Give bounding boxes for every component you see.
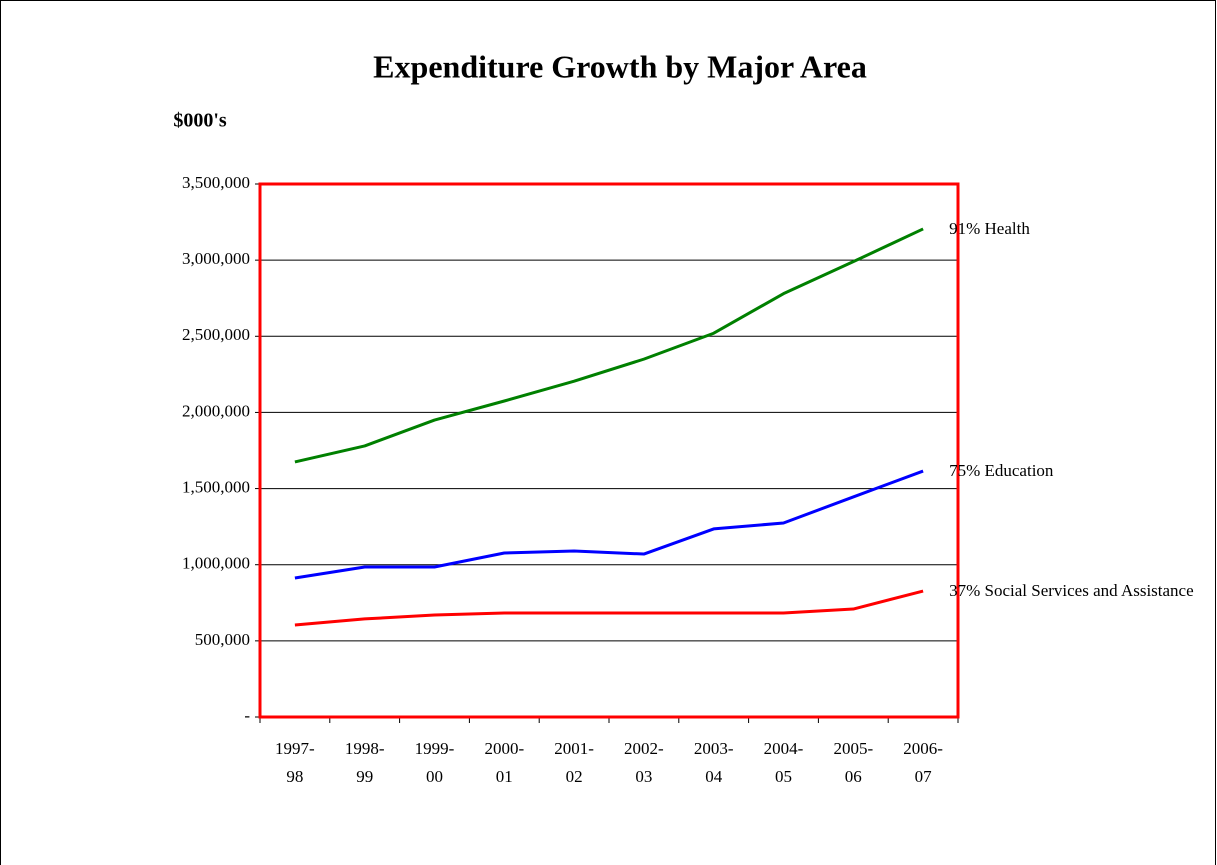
y-tick-label: 1,000,000 [182, 554, 250, 573]
x-tick-label: 1997-98 [275, 739, 315, 786]
y-tick-label: 2,000,000 [182, 401, 250, 420]
series-line [294, 589, 924, 627]
y-tick-label: 500,000 [195, 630, 250, 649]
series-label: 75% Education [949, 461, 1054, 481]
x-tick-label: 2003-04 [693, 739, 734, 786]
y-axis-label: $000's [173, 110, 227, 132]
x-tick-label: 2005-06 [833, 739, 874, 786]
x-tick-label: 2002-03 [624, 739, 664, 786]
y-tick-label: 2,500,000 [182, 325, 250, 344]
x-tick-label: 1998-99 [344, 739, 385, 786]
series-line [294, 469, 924, 580]
x-tick-label: 1999-00 [414, 739, 455, 786]
y-tick-label: 3,500,000 [182, 173, 250, 192]
y-tick-label: - [244, 706, 250, 725]
plot-area [258, 182, 960, 719]
series-line [294, 227, 924, 464]
chart-title: Expenditure Growth by Major Area [373, 48, 867, 84]
x-tick-label: 2001-02 [554, 739, 594, 786]
series-label: 37% Social Services and Assistance [949, 581, 1194, 601]
x-tick-label: 2004-05 [763, 739, 804, 786]
series-label: 91% Health [949, 218, 1030, 238]
x-tick-label: 2006-07 [903, 739, 943, 786]
x-tick-label: 2000-01 [484, 739, 525, 786]
y-tick-label: 3,000,000 [182, 249, 250, 268]
y-tick-label: 1,500,000 [182, 477, 250, 496]
